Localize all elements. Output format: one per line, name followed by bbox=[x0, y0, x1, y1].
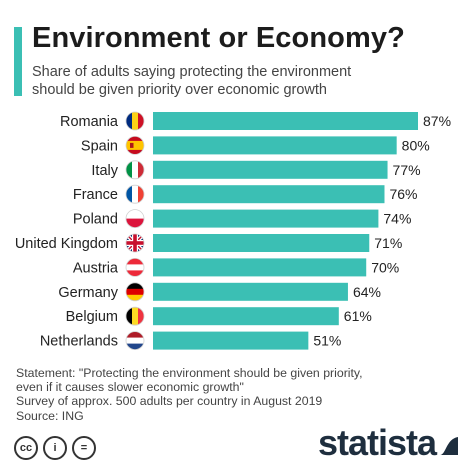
value-label: 87% bbox=[423, 113, 451, 129]
bar bbox=[153, 160, 388, 179]
footer-note-line: Survey of approx. 500 adults per country… bbox=[16, 394, 323, 409]
category-label: Austria bbox=[73, 260, 119, 276]
value-label: 64% bbox=[353, 284, 381, 300]
bar bbox=[153, 234, 370, 252]
bar bbox=[153, 282, 348, 301]
category-label: Italy bbox=[91, 163, 118, 179]
accent-bar bbox=[14, 27, 22, 96]
subtitle-line-1: Share of adults saying protecting the en… bbox=[32, 64, 352, 80]
poland-flag-icon bbox=[125, 209, 145, 228]
category-label: France bbox=[73, 187, 118, 203]
logo-text: statista bbox=[317, 422, 437, 463]
no-derivatives-icon[interactable]: = bbox=[72, 436, 96, 460]
bar bbox=[153, 136, 397, 155]
austria-flag-icon bbox=[125, 257, 145, 277]
bar bbox=[153, 258, 367, 277]
category-label: United Kingdom bbox=[15, 236, 118, 252]
license-icons: cc i = bbox=[14, 436, 96, 460]
category-label: Romania bbox=[60, 114, 119, 130]
category-label: Belgium bbox=[66, 309, 118, 325]
category-label: Netherlands bbox=[40, 334, 118, 350]
germany-flag-icon bbox=[125, 282, 145, 302]
bar-chart: Romania 87% Spain 80% Italy 77% France 76% Polan… bbox=[15, 111, 451, 351]
subtitle-line-2: should be given priority over economic g… bbox=[32, 82, 327, 98]
footer-source: Source: ING bbox=[16, 408, 84, 423]
cc-icon[interactable]: cc bbox=[14, 436, 38, 460]
value-label: 70% bbox=[371, 259, 399, 275]
italy-flag-icon bbox=[125, 160, 145, 180]
footer-note-line: Statement: "Protecting the environment s… bbox=[16, 366, 363, 380]
value-label: 71% bbox=[374, 235, 402, 251]
france-flag-icon bbox=[125, 184, 145, 204]
bar bbox=[153, 307, 339, 326]
subtitle: Share of adults saying protecting the en… bbox=[32, 63, 462, 99]
footer-note-line: even if it causes slower economic growth… bbox=[16, 380, 244, 395]
netherlands-flag-icon bbox=[125, 331, 145, 351]
value-label: 51% bbox=[313, 333, 341, 349]
bar bbox=[153, 185, 385, 204]
belgium-flag-icon bbox=[125, 306, 145, 326]
category-label: Spain bbox=[81, 138, 118, 154]
attribution-icon[interactable]: i bbox=[43, 436, 67, 460]
bar bbox=[153, 209, 379, 228]
category-label: Poland bbox=[73, 212, 118, 228]
statista-logo[interactable]: statista bbox=[318, 423, 460, 463]
value-label: 61% bbox=[344, 308, 372, 324]
spain-flag-icon bbox=[125, 136, 145, 155]
romania-flag-icon bbox=[125, 111, 145, 131]
bar bbox=[153, 112, 418, 130]
value-label: 76% bbox=[389, 186, 417, 202]
united-kingdom-flag-icon bbox=[125, 233, 145, 253]
value-label: 77% bbox=[393, 162, 421, 178]
footer-notes: Statement: "Protecting the environment s… bbox=[16, 366, 466, 423]
logo-wave-icon bbox=[440, 437, 458, 455]
value-label: 80% bbox=[402, 137, 430, 153]
category-label: Germany bbox=[58, 285, 118, 301]
value-label: 74% bbox=[383, 211, 411, 227]
page-title: Environment or Economy? bbox=[32, 22, 405, 54]
bar bbox=[153, 331, 309, 350]
